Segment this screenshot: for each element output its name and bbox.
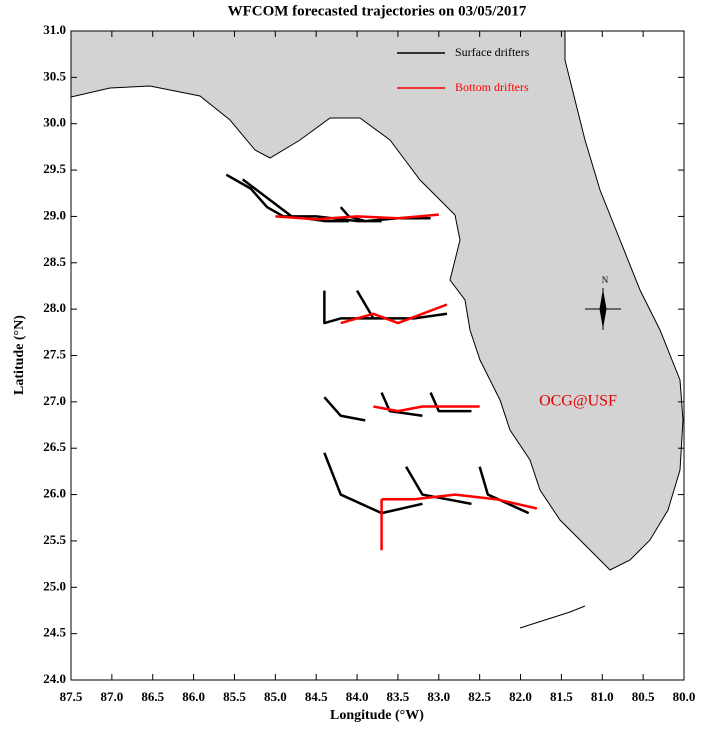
y-tick-label: 30.5 [43,68,66,83]
y-tick-label: 29.5 [43,161,66,176]
x-tick-label: 87.5 [60,689,83,704]
y-tick-label: 24.5 [43,625,66,640]
y-tick-label: 30.0 [43,115,66,130]
x-tick-label: 87.0 [100,689,123,704]
x-tick-label: 85.5 [223,689,246,704]
y-tick-label: 28.0 [43,300,66,315]
y-tick-label: 25.0 [43,578,66,593]
x-tick-label: 81.5 [550,689,573,704]
y-tick-label: 24.0 [43,671,66,686]
y-tick-label: 28.5 [43,254,66,269]
y-tick-label: 29.0 [43,207,66,222]
y-tick-label: 31.0 [43,22,66,37]
x-tick-label: 82.0 [509,689,532,704]
y-tick-label: 25.5 [43,532,66,547]
trajectory [275,213,538,551]
x-tick-label: 80.0 [673,689,696,704]
y-tick-label: 26.0 [43,486,66,501]
y-tick-label: 27.5 [43,346,66,361]
x-tick-label: 84.0 [346,689,369,704]
legend-label: Surface drifters [455,45,530,59]
land [70,30,684,571]
x-tick-label: 83.5 [387,689,410,704]
compass-label: N [602,275,609,285]
annotation: OCG@USF [539,393,617,410]
x-tick-label: 86.5 [141,689,164,704]
x-tick-label: 83.0 [427,689,450,704]
compass [585,288,621,330]
x-tick-label: 85.0 [264,689,287,704]
x-tick-label: 80.5 [632,689,655,704]
x-tick-label: 81.0 [591,689,614,704]
y-tick-label: 26.5 [43,439,66,454]
y-tick-label: 27.0 [43,393,66,408]
y-axis-label: Latitude (°N) [12,315,27,395]
x-tick-label: 82.5 [468,689,491,704]
x-tick-label: 84.5 [305,689,328,704]
legend-label: Bottom drifters [455,80,529,94]
chart-title: WFCOM forecasted trajectories on 03/05/2… [228,3,527,19]
keys [519,605,586,629]
x-axis-label: Longitude (°W) [330,708,424,723]
x-tick-label: 86.0 [182,689,205,704]
